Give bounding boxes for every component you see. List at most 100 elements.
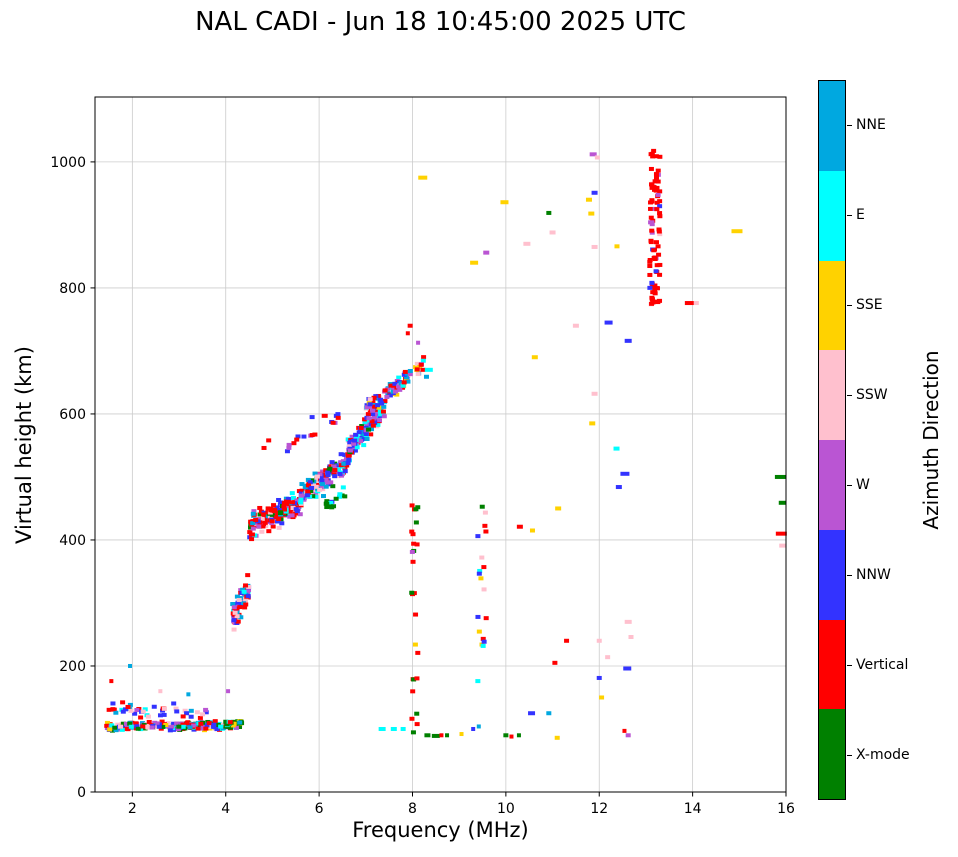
data-point — [266, 529, 272, 534]
data-point — [309, 433, 315, 438]
data-point — [651, 148, 657, 153]
data-point — [174, 721, 180, 726]
data-point — [649, 220, 655, 225]
data-point — [262, 518, 268, 523]
data-point — [375, 393, 381, 398]
data-point — [353, 443, 359, 448]
data-point — [158, 689, 163, 694]
data-point — [516, 524, 523, 529]
colorbar-label-Vertical: Vertical — [856, 657, 909, 673]
data-point — [410, 689, 416, 694]
data-point — [546, 210, 552, 215]
data-point — [305, 477, 311, 482]
data-point — [774, 474, 786, 479]
colorbar-tick — [847, 215, 852, 216]
x-tick-label: 6 — [315, 801, 324, 817]
data-point — [293, 507, 299, 512]
data-point — [198, 721, 204, 726]
data-point — [293, 511, 299, 516]
data-point — [652, 179, 658, 184]
data-point — [120, 709, 126, 714]
data-point — [324, 499, 330, 504]
data-point — [358, 439, 364, 444]
data-point — [220, 722, 226, 727]
data-point — [481, 565, 487, 570]
data-point — [227, 720, 233, 725]
data-point — [314, 474, 320, 479]
data-point — [286, 503, 292, 508]
data-point — [625, 733, 631, 738]
data-point — [317, 472, 323, 477]
data-point — [657, 232, 663, 237]
data-point — [657, 262, 663, 267]
colorbar-tick — [847, 755, 852, 756]
data-point — [352, 448, 358, 453]
data-point — [269, 512, 275, 517]
data-point — [113, 710, 119, 715]
data-point — [175, 727, 181, 732]
data-point — [233, 725, 239, 730]
data-point — [342, 469, 348, 474]
data-point — [413, 520, 419, 525]
data-point — [596, 675, 602, 680]
data-point — [274, 515, 280, 520]
data-point — [655, 179, 661, 184]
data-point — [313, 494, 319, 499]
x-tick-label: 14 — [684, 801, 702, 817]
data-point — [290, 506, 296, 511]
data-point — [246, 588, 252, 593]
data-point — [414, 711, 420, 716]
data-point — [649, 228, 655, 233]
data-point — [232, 610, 238, 615]
data-point — [481, 587, 487, 592]
data-point — [390, 386, 396, 391]
data-point — [155, 721, 161, 726]
data-point — [346, 444, 352, 449]
data-point — [218, 724, 224, 729]
data-point — [283, 509, 289, 514]
data-point — [555, 506, 562, 511]
data-point — [413, 365, 419, 370]
data-point — [151, 704, 157, 709]
data-point — [167, 728, 173, 733]
data-point — [470, 260, 479, 265]
data-point — [414, 722, 420, 727]
data-point — [180, 722, 186, 727]
colorbar-label-X-mode: X-mode — [856, 747, 910, 763]
data-point — [271, 503, 277, 508]
colorbar-label-W: W — [856, 477, 870, 493]
data-point — [392, 389, 398, 394]
data-point — [345, 437, 351, 442]
data-point — [477, 568, 483, 573]
data-point — [409, 549, 415, 554]
data-point — [317, 487, 323, 492]
data-point — [276, 507, 282, 512]
data-point — [250, 526, 256, 531]
data-point — [180, 714, 186, 719]
data-point — [649, 297, 655, 302]
data-point — [257, 505, 263, 510]
data-point — [361, 443, 367, 448]
data-point — [481, 639, 487, 644]
data-point — [309, 415, 315, 420]
data-point — [250, 511, 256, 516]
data-point — [657, 272, 663, 277]
data-point — [248, 525, 254, 530]
data-point — [329, 460, 335, 465]
data-point — [276, 497, 282, 502]
data-point — [654, 175, 660, 180]
data-point — [336, 467, 342, 472]
data-point — [327, 504, 333, 509]
data-point — [352, 438, 358, 443]
data-point — [407, 372, 413, 377]
data-point — [614, 244, 620, 249]
data-point — [653, 269, 659, 274]
data-point — [364, 422, 370, 427]
data-point — [285, 499, 291, 504]
data-point — [270, 508, 276, 513]
data-point — [245, 573, 251, 578]
data-point — [259, 516, 265, 521]
colorbar-tick — [847, 665, 852, 666]
data-point — [589, 421, 596, 426]
data-point — [475, 614, 481, 619]
